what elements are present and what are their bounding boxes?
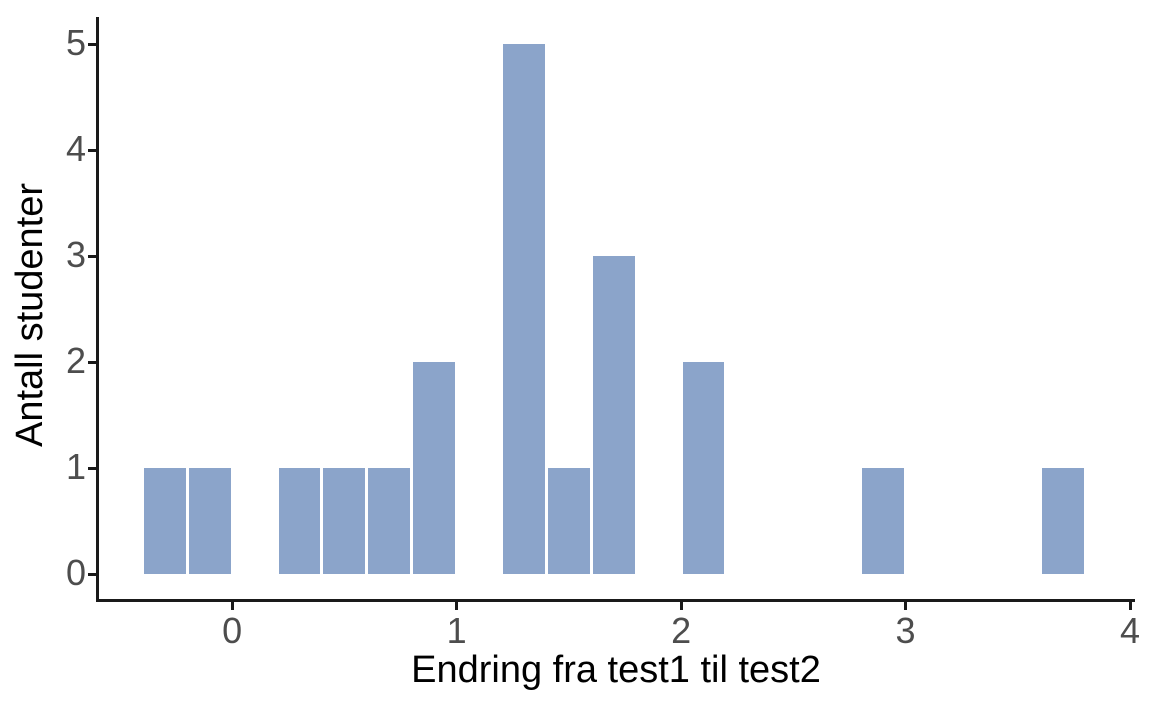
histogram-bar [278,468,321,574]
histogram-bar [368,468,411,574]
y-tick-mark [88,572,96,576]
y-tick-label: 0 [65,552,86,593]
histogram-bar [1041,468,1084,574]
histogram-bar [413,362,456,574]
y-tick-label: 2 [65,340,86,381]
x-tick-mark [679,601,683,610]
histogram-bar [862,468,905,574]
y-tick-label: 1 [65,446,86,487]
histogram-bar [143,468,186,574]
x-tick-mark [455,601,459,610]
x-axis-title: Endring fra test1 til test2 [411,649,821,691]
x-tick-label: 2 [671,610,692,651]
x-tick-label: 3 [895,610,916,651]
x-axis-line [96,599,1135,602]
x-tick-mark [230,601,234,610]
y-tick-mark [88,254,96,258]
y-axis-title: Antall studenter [9,182,51,448]
histogram-bar [592,256,635,574]
histogram-bar [188,468,231,574]
histogram-bar [323,468,366,574]
y-tick-label: 3 [65,234,86,275]
y-tick-mark [88,42,96,46]
histogram-bar [503,44,545,574]
y-tick-mark [88,148,96,152]
x-tick-label: 0 [222,610,243,651]
histogram-bar [547,468,590,574]
x-tick-mark [1128,601,1132,610]
y-tick-label: 5 [65,22,86,63]
y-tick-mark [88,466,96,470]
histogram-bar [682,362,725,574]
x-tick-mark [904,601,908,610]
x-tick-label: 1 [446,610,467,651]
y-tick-label: 4 [65,128,86,169]
y-tick-mark [88,360,96,364]
y-axis-line [96,17,99,602]
x-tick-label: 4 [1119,610,1141,651]
